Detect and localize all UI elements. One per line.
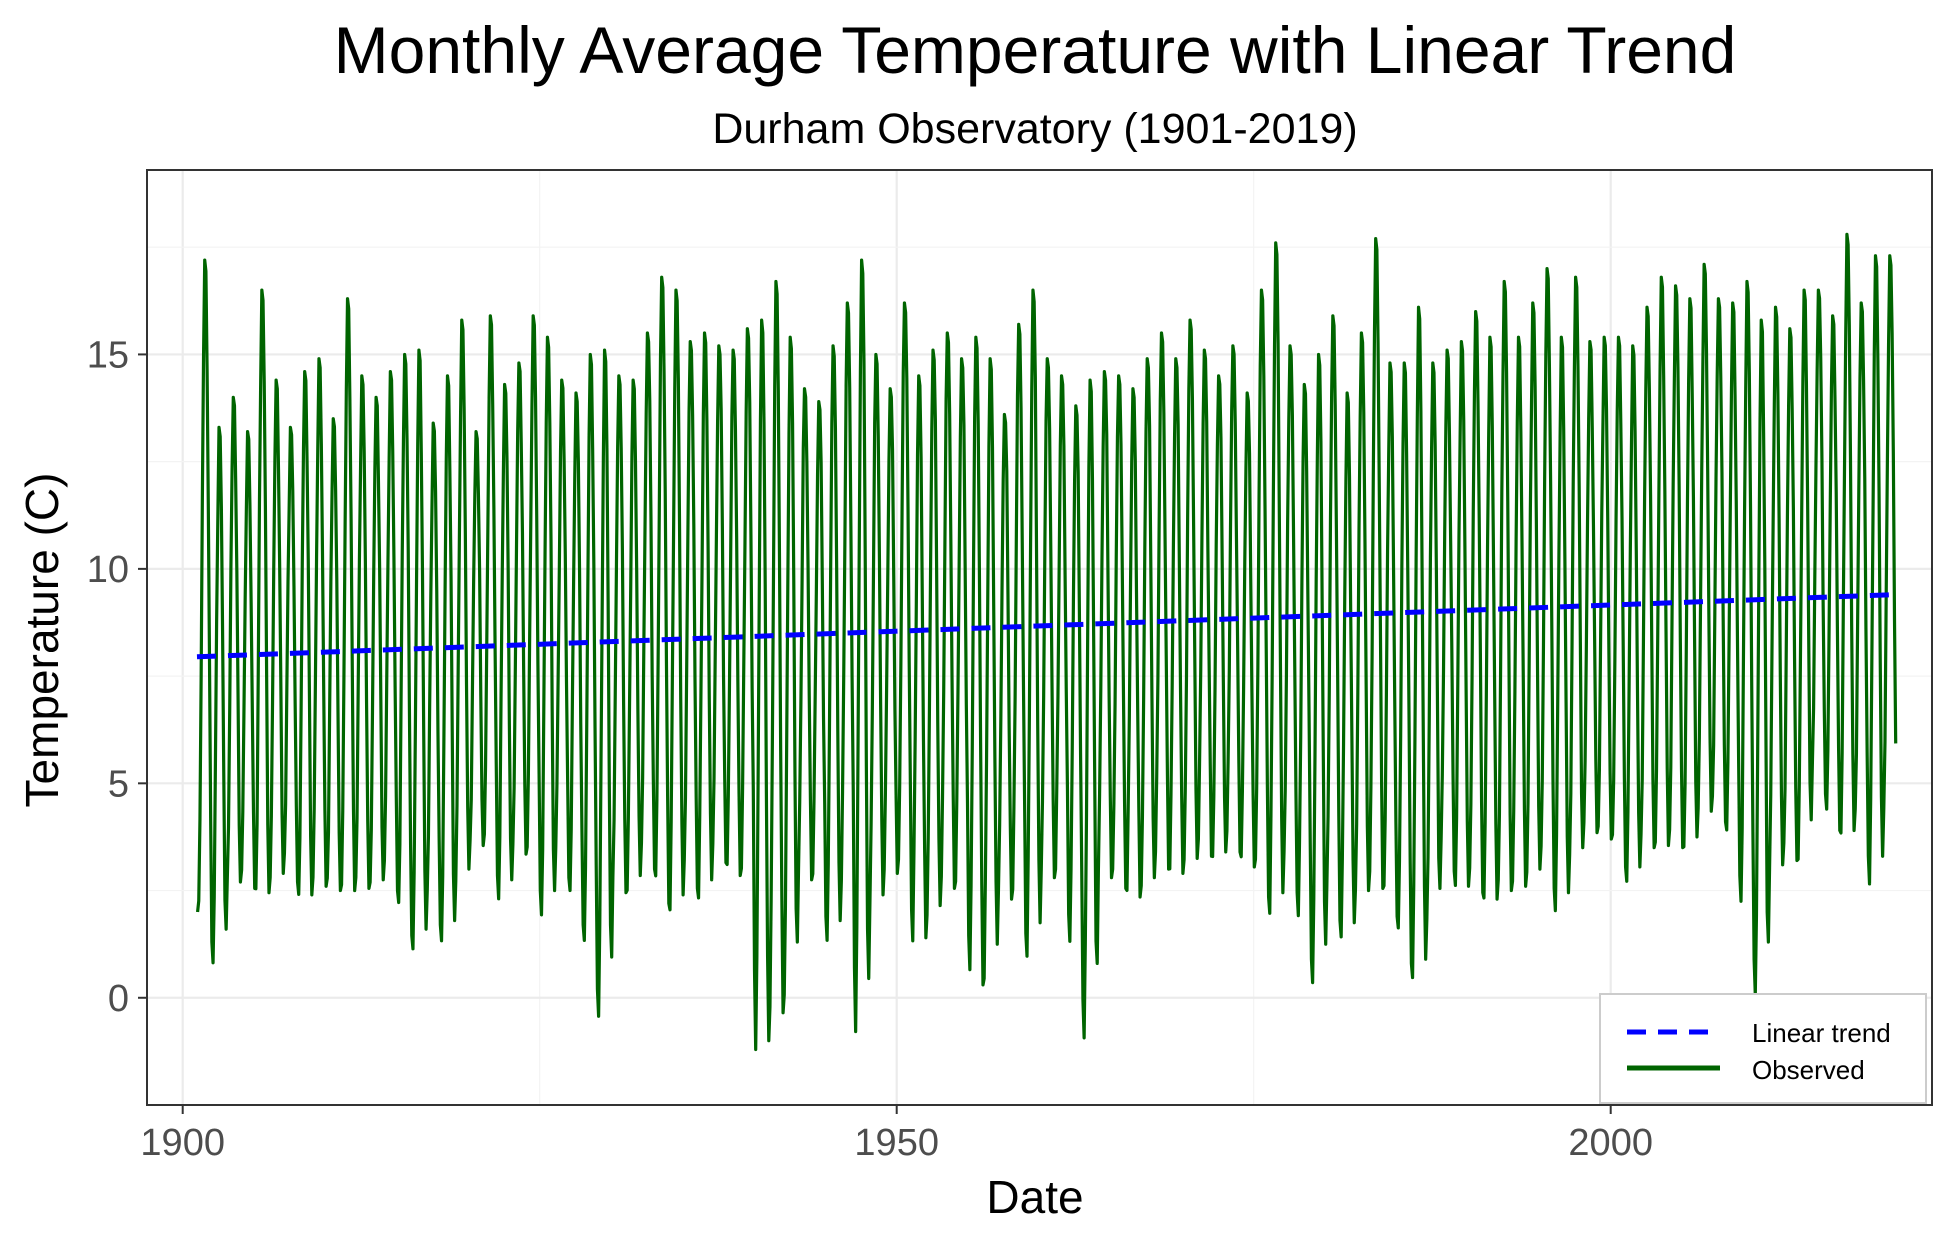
legend-label-linear-trend: Linear trend xyxy=(1752,1018,1891,1048)
legend: Linear trend Observed xyxy=(1599,993,1927,1104)
x-tick-label: 2000 xyxy=(1568,1122,1653,1164)
x-tick-label: 1950 xyxy=(854,1122,939,1164)
series-layer xyxy=(195,232,1898,1052)
y-axis-title: Temperature (C) xyxy=(16,473,68,808)
chart-subtitle: Durham Observatory (1901-2019) xyxy=(712,105,1357,153)
plot-panel xyxy=(146,169,1933,1106)
y-tick-label: 5 xyxy=(108,763,129,805)
legend-box xyxy=(1599,993,1927,1104)
series-observed-line xyxy=(195,232,1898,1052)
y-tick-label: 0 xyxy=(108,978,129,1020)
y-tick-label: 15 xyxy=(87,334,129,376)
grid xyxy=(147,170,1932,1105)
x-axis-title: Date xyxy=(986,1171,1083,1223)
chart-title: Monthly Average Temperature with Linear … xyxy=(334,13,1737,87)
legend-label-observed: Observed xyxy=(1752,1055,1865,1085)
y-axis: 0 5 10 15 xyxy=(87,334,147,1020)
x-tick-label: 1900 xyxy=(140,1122,225,1164)
series-linear-trend-line xyxy=(196,592,1895,660)
x-axis: 1900 1950 2000 xyxy=(140,1105,1653,1164)
y-tick-label: 10 xyxy=(87,549,129,591)
